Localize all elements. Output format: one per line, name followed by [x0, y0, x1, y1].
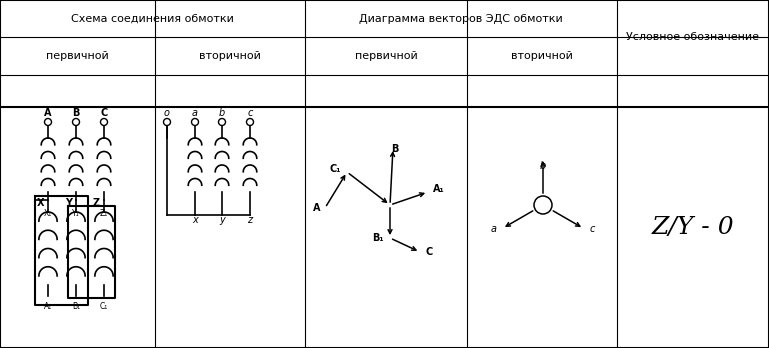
Text: Y₁: Y₁ — [72, 209, 80, 218]
Text: Диаграмма векторов ЭДС обмотки: Диаграмма векторов ЭДС обмотки — [359, 14, 563, 24]
Text: B₁: B₁ — [372, 233, 384, 243]
Text: C₁: C₁ — [329, 164, 341, 174]
Text: B: B — [391, 144, 398, 154]
Text: x: x — [192, 215, 198, 225]
Text: первичной: первичной — [355, 51, 418, 61]
Text: b: b — [219, 108, 225, 118]
Text: Z₁: Z₁ — [100, 209, 108, 218]
Text: C₁: C₁ — [100, 302, 108, 311]
Text: Схема соединения обмотки: Схема соединения обмотки — [71, 14, 234, 24]
Text: вторичной: вторичной — [511, 51, 573, 61]
Text: a: a — [491, 223, 496, 234]
Text: A₁: A₁ — [433, 184, 444, 194]
Text: X₁: X₁ — [44, 209, 52, 218]
Text: B: B — [72, 108, 80, 118]
Text: z: z — [248, 215, 252, 225]
Text: Z: Z — [93, 198, 100, 208]
Text: b: b — [540, 161, 546, 171]
Text: Z/Y - 0: Z/Y - 0 — [651, 216, 734, 239]
Text: A: A — [312, 203, 320, 213]
Text: X: X — [36, 198, 44, 208]
Text: вторичной: вторичной — [199, 51, 261, 61]
Text: y: y — [219, 215, 225, 225]
Text: C: C — [425, 247, 432, 257]
Text: c: c — [248, 108, 253, 118]
Text: A₁: A₁ — [44, 302, 52, 311]
Text: Условное обозначение: Условное обозначение — [627, 32, 760, 42]
Text: первичной: первичной — [46, 51, 109, 61]
Text: o: o — [164, 108, 170, 118]
Text: c: c — [590, 223, 595, 234]
Text: a: a — [192, 108, 198, 118]
Text: Y: Y — [65, 198, 72, 208]
Text: B₁: B₁ — [72, 302, 80, 311]
Text: C: C — [101, 108, 108, 118]
Text: A: A — [45, 108, 52, 118]
